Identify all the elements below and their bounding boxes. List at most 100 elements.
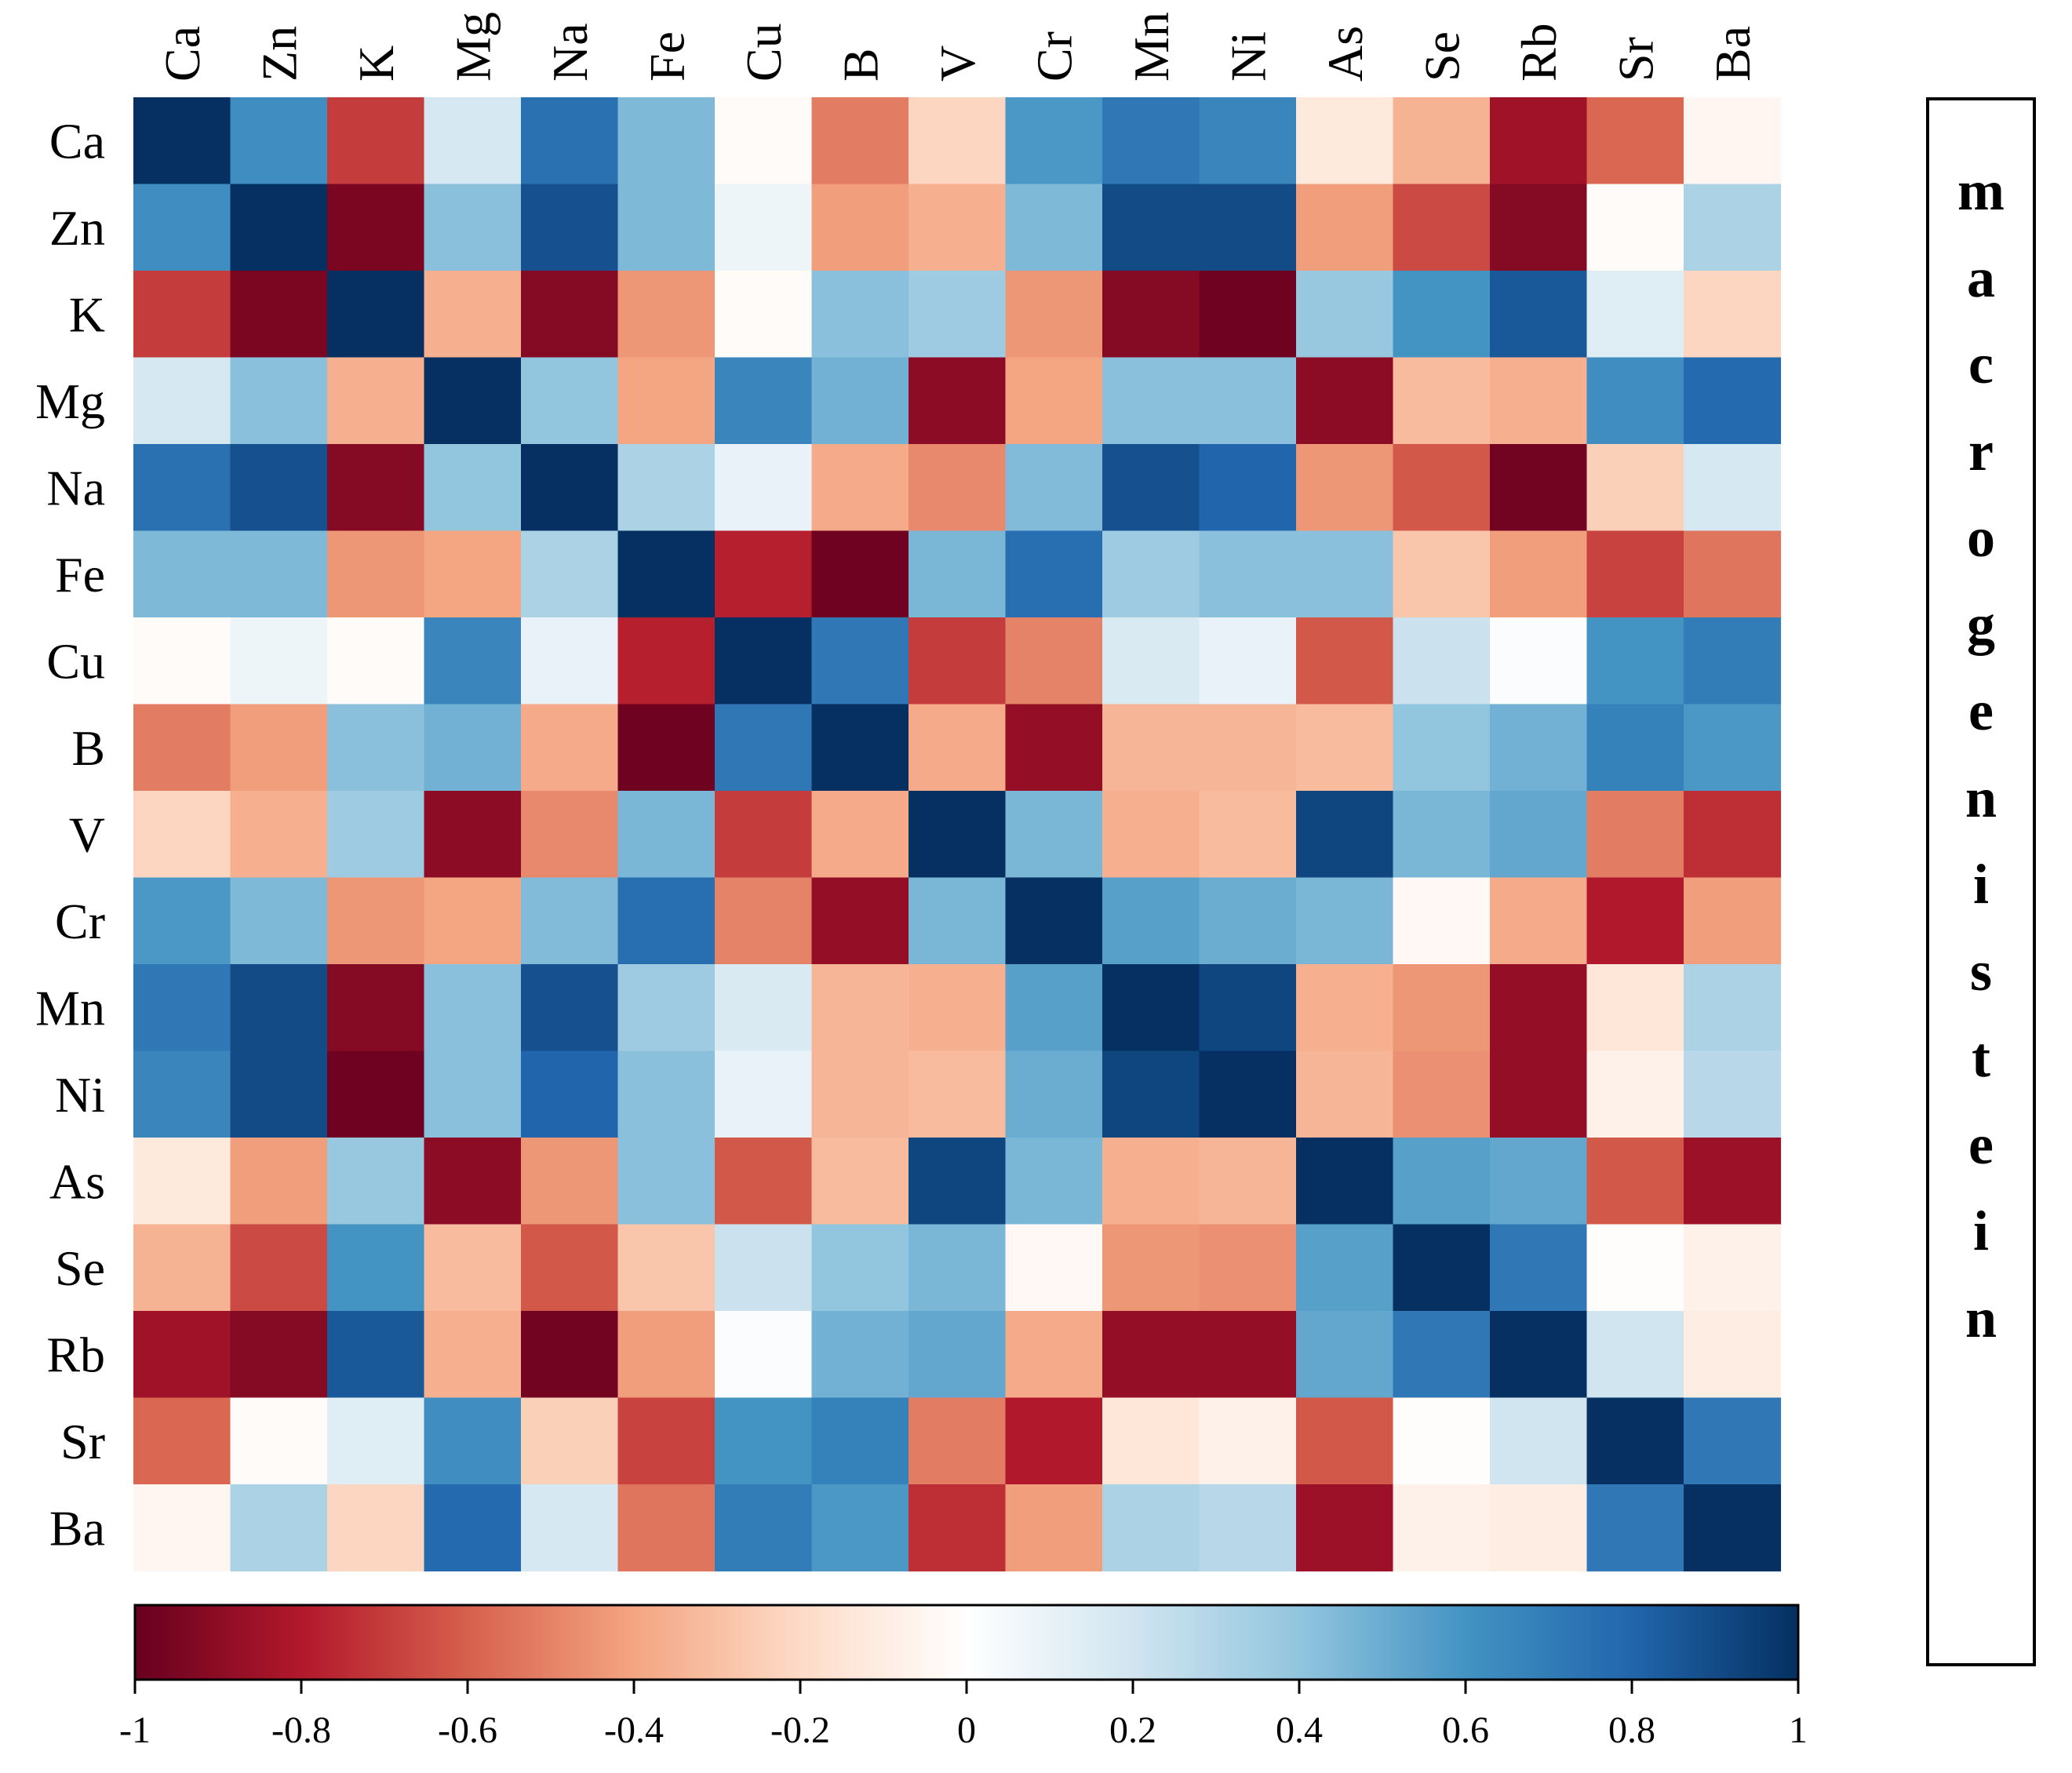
heatmap-cell-Rb-Rb: [1490, 1311, 1588, 1399]
heatmap-cell-Fe-V: [909, 530, 1007, 618]
heatmap-cell-Ca-K: [327, 97, 425, 185]
heatmap-cell-Ca-Ca: [133, 97, 231, 185]
heatmap-cell-Cu-As: [1296, 617, 1394, 705]
row-labels: Ca Zn K Mg Na Fe Cu BV Cr Mn Ni As Se Rb Sr Ba: [35, 113, 105, 1556]
col-label-Cu: Cu: [736, 23, 792, 82]
heatmap-cell-Ba-Ba: [1684, 1484, 1782, 1572]
heatmap-cell-V-Ca: [133, 791, 231, 879]
heatmap-cell-Na-Mn: [1102, 444, 1200, 532]
heatmap-cell-Mg-Ni: [1199, 357, 1297, 445]
heatmap-cell-Na-Ni: [1199, 444, 1297, 532]
heatmap-cell-Sr-Zn: [230, 1397, 328, 1485]
heatmap-cell-B-Ni: [1199, 704, 1297, 792]
heatmap-cell-V-Rb: [1490, 791, 1588, 879]
heatmap-cell-Cu-Ni: [1199, 617, 1297, 705]
heatmap-cell-Rb-Cu: [715, 1311, 813, 1399]
heatmap-cell-Mg-Cu: [715, 357, 813, 445]
row-label-Fe: Fe: [55, 547, 105, 603]
heatmap-cell-Cr-Cu: [715, 877, 813, 965]
colorbar: -1 -0.8 -0.6 -0.4 -0.2 0 0.2 0.4 0.6 0.8 1: [119, 1604, 1808, 1751]
heatmap-cell-Cr-As: [1296, 877, 1394, 965]
heatmap-cell-As-Ca: [133, 1138, 231, 1225]
heatmap-cell-Na-Se: [1393, 444, 1491, 532]
heatmap-cell-Ba-B: [811, 1484, 909, 1572]
heatmap-cell-Zn-Se: [1393, 184, 1491, 271]
heatmap-cell-Zn-Na: [521, 184, 619, 271]
heatmap-cell-Ni-K: [327, 1050, 425, 1138]
heatmap-cell-As-Mg: [424, 1138, 522, 1225]
heatmap-cell-Se-Mg: [424, 1224, 522, 1312]
heatmap-cell-Rb-Ca: [133, 1311, 231, 1399]
heatmap-cell-Ni-As: [1296, 1050, 1394, 1138]
heatmap-cell-Zn-Cu: [715, 184, 813, 271]
colorbar-tick-label: 0.6: [1442, 1709, 1489, 1751]
heatmap-cell-As-Cr: [1005, 1138, 1103, 1225]
heatmap-cell-Mg-Ca: [133, 357, 231, 445]
heatmap-cell-Mg-Mg: [424, 357, 522, 445]
heatmap-cell-Mn-Cr: [1005, 964, 1103, 1052]
col-label-Cr: Cr: [1026, 31, 1082, 82]
heatmap-cell-Se-Zn: [230, 1224, 328, 1312]
heatmap-cell-Se-Sr: [1586, 1224, 1684, 1312]
heatmap-cell-Zn-Ca: [133, 184, 231, 271]
heatmap-cell-Mn-V: [909, 964, 1007, 1052]
heatmap-cell-Cu-Mg: [424, 617, 522, 705]
heatmap-cell-Na-Ca: [133, 444, 231, 532]
heatmap-cell-Rb-Ba: [1684, 1311, 1782, 1399]
heatmap-cell-Fe-Ca: [133, 530, 231, 618]
colorbar-tick-label: -1: [119, 1709, 151, 1751]
col-label-Rb: Rb: [1511, 23, 1567, 82]
chart-title-letter: o: [1967, 506, 1995, 569]
heatmap-cell-Ba-Sr: [1586, 1484, 1684, 1572]
heatmap-cell-Fe-Ni: [1199, 530, 1297, 618]
chart-title-letter: m: [1957, 159, 2005, 222]
heatmap-cell-Mg-K: [327, 357, 425, 445]
heatmap-cell-B-Rb: [1490, 704, 1588, 792]
heatmap-cell-Cr-Zn: [230, 877, 328, 965]
heatmap-cell-Ni-B: [811, 1050, 909, 1138]
colorbar-tick-label: 0.8: [1608, 1709, 1655, 1751]
heatmap-cell-K-As: [1296, 271, 1394, 359]
heatmap-cell-K-Mn: [1102, 271, 1200, 359]
heatmap-cell-As-B: [811, 1138, 909, 1225]
heatmap-cell-Sr-Fe: [617, 1397, 716, 1485]
col-label-Mn: Mn: [1123, 12, 1179, 82]
heatmap-cell-As-Mn: [1102, 1138, 1200, 1225]
heatmap-cell-K-Cu: [715, 271, 813, 359]
heatmap-cell-V-Mg: [424, 791, 522, 879]
row-label-Cr: Cr: [55, 894, 105, 949]
heatmap-cell-Ni-Mn: [1102, 1050, 1200, 1138]
heatmap-cell-V-Sr: [1586, 791, 1684, 879]
heatmap-cell-Na-As: [1296, 444, 1394, 532]
heatmap-cell-B-V: [909, 704, 1007, 792]
heatmap-cell-Ni-Ca: [133, 1050, 231, 1138]
heatmap-cell-Se-Na: [521, 1224, 619, 1312]
heatmap-cell-Sr-V: [909, 1397, 1007, 1485]
heatmap-cell-Ba-As: [1296, 1484, 1394, 1572]
row-label-Mg: Mg: [35, 373, 105, 429]
heatmap-cell-Cr-Rb: [1490, 877, 1588, 965]
colorbar-tick-label: 0.2: [1109, 1709, 1156, 1751]
heatmap-cell-Rb-V: [909, 1311, 1007, 1399]
heatmap-cell-Ni-Cu: [715, 1050, 813, 1138]
heatmap-cell-As-Se: [1393, 1138, 1491, 1225]
heatmap-cell-Na-Zn: [230, 444, 328, 532]
heatmap-cell-Cu-Se: [1393, 617, 1491, 705]
heatmap-cell-Zn-Fe: [617, 184, 716, 271]
heatmap-cell-Fe-B: [811, 530, 909, 618]
row-label-K: K: [69, 286, 105, 342]
heatmap-cell-K-Mg: [424, 271, 522, 359]
col-label-B: B: [832, 48, 888, 82]
col-label-As: As: [1317, 26, 1373, 82]
heatmap-cell-Zn-Mg: [424, 184, 522, 271]
heatmap-cell-Sr-Sr: [1586, 1397, 1684, 1485]
heatmap-cell-As-Ni: [1199, 1138, 1297, 1225]
heatmap-cell-Sr-Ni: [1199, 1397, 1297, 1485]
heatmap-cell-Ca-B: [811, 97, 909, 185]
heatmap-cell-Na-Fe: [617, 444, 716, 532]
heatmap-cell-K-Ni: [1199, 271, 1297, 359]
col-label-Ni: Ni: [1220, 31, 1276, 82]
chart-title-letter: n: [1965, 766, 1997, 829]
heatmap-cell-Sr-Cu: [715, 1397, 813, 1485]
heatmap-cell-Rb-Zn: [230, 1311, 328, 1399]
